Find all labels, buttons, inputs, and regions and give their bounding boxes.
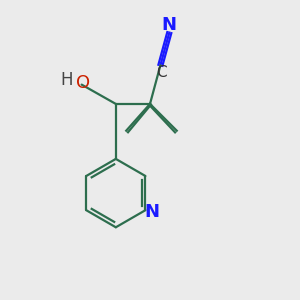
Text: N: N <box>145 203 160 221</box>
Text: N: N <box>162 16 177 34</box>
Text: H: H <box>61 71 73 89</box>
Text: C: C <box>157 65 167 80</box>
Text: O: O <box>76 74 90 92</box>
